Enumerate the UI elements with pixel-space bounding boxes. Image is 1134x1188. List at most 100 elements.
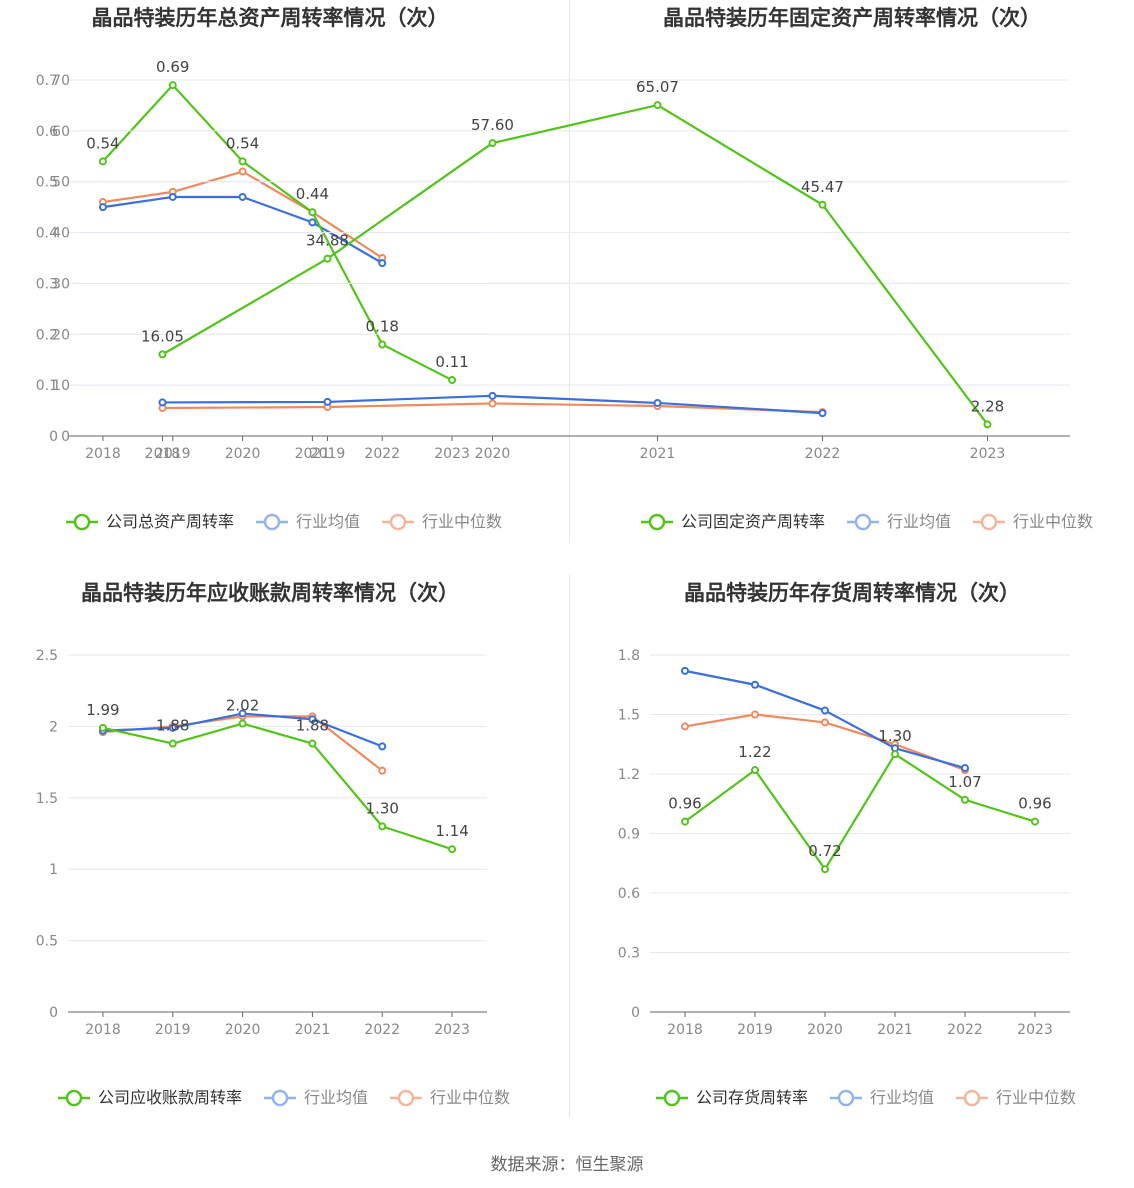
y-tick-label: 1.8 [618, 648, 640, 664]
data-point-industry-avg[interactable] [168, 723, 177, 732]
data-point-industry-avg[interactable] [238, 192, 247, 201]
data-point-industry-avg[interactable] [961, 764, 969, 773]
x-tick-label: 2022 [364, 1022, 400, 1038]
data-label: 0.69 [156, 58, 189, 76]
legend-item-industry-avg[interactable]: 行业均值 [847, 512, 951, 531]
legend-marker-icon [980, 513, 998, 531]
x-tick-label: 2022 [947, 1022, 983, 1038]
data-label: 1.30 [366, 799, 399, 817]
y-tick-label: 0.3 [618, 946, 640, 962]
data-point-company[interactable] [98, 157, 107, 166]
legend-label: 行业中位数 [430, 1088, 510, 1107]
data-point-company[interactable] [168, 739, 177, 748]
legend-item-industry-median[interactable]: 行业中位数 [956, 1088, 1076, 1107]
x-tick-label: 2023 [1017, 1022, 1053, 1038]
data-point-company[interactable] [308, 208, 317, 217]
y-tick-label: 0.6 [618, 886, 640, 902]
x-tick-label: 2020 [225, 1022, 261, 1038]
legend-marker-icon [648, 513, 666, 531]
data-point-industry-avg[interactable] [488, 391, 497, 400]
x-tick-label: 2020 [225, 446, 261, 462]
data-point-industry-avg[interactable] [378, 742, 387, 751]
x-tick-label: 2022 [364, 446, 400, 462]
data-point-company[interactable] [751, 766, 759, 775]
data-point-industry-avg[interactable] [308, 218, 317, 227]
legend-item-company[interactable]: 公司总资产周转率 [66, 512, 234, 531]
legend-item-company[interactable]: 公司存货周转率 [656, 1088, 808, 1107]
data-point-industry-median[interactable] [681, 722, 689, 731]
legend-item-company[interactable]: 公司固定资产周转率 [641, 512, 825, 531]
data-point-industry-avg[interactable] [158, 398, 167, 407]
x-tick-label: 2018 [145, 446, 181, 462]
legend-marker-icon [271, 1089, 289, 1107]
legend-item-industry-median[interactable]: 行业中位数 [973, 512, 1093, 531]
data-point-industry-median[interactable] [751, 710, 759, 719]
data-point-company[interactable] [488, 139, 497, 148]
y-tick-label: 1.5 [36, 791, 58, 807]
data-point-industry-median[interactable] [821, 718, 829, 727]
data-point-industry-avg[interactable] [308, 715, 317, 724]
data-point-industry-avg[interactable] [821, 706, 829, 715]
x-tick-label: 2021 [295, 1022, 331, 1038]
y-tick-label: 70 [52, 73, 70, 89]
data-point-company[interactable] [681, 817, 689, 826]
data-point-industry-avg[interactable] [681, 666, 689, 675]
y-tick-label: 0 [61, 429, 70, 445]
data-point-company[interactable] [983, 420, 992, 429]
x-tick-label: 2019 [155, 1022, 191, 1038]
data-point-industry-avg[interactable] [818, 409, 827, 418]
data-point-industry-median[interactable] [378, 766, 387, 775]
data-point-company[interactable] [168, 81, 177, 90]
y-tick-label: 40 [52, 226, 70, 242]
data-point-company[interactable] [891, 750, 899, 759]
legend-marker-icon [854, 513, 872, 531]
legend-label: 公司固定资产周转率 [681, 512, 825, 531]
data-point-company[interactable] [238, 157, 247, 166]
y-tick-label: 10 [52, 378, 70, 394]
data-point-industry-avg[interactable] [168, 192, 177, 201]
data-point-company[interactable] [448, 376, 457, 385]
data-point-industry-avg[interactable] [751, 680, 759, 689]
legend-marker-icon [837, 1089, 855, 1107]
data-point-industry-median[interactable] [238, 167, 247, 176]
data-point-company[interactable] [821, 865, 829, 874]
legend-label: 公司总资产周转率 [106, 512, 234, 531]
legend-item-industry-median[interactable]: 行业中位数 [390, 1088, 510, 1107]
data-point-industry-avg[interactable] [238, 709, 247, 718]
data-point-company[interactable] [238, 719, 247, 728]
data-point-company[interactable] [818, 200, 827, 209]
legend-item-industry-avg[interactable]: 行业均值 [256, 512, 360, 531]
data-point-company[interactable] [961, 795, 969, 804]
y-tick-label: 60 [52, 124, 70, 140]
legend-marker-icon [663, 1089, 681, 1107]
y-tick-label: 20 [52, 327, 70, 343]
legend-item-industry-median[interactable]: 行业中位数 [382, 512, 502, 531]
legend-item-industry-avg[interactable]: 行业均值 [830, 1088, 934, 1107]
data-label: 2.28 [971, 397, 1004, 415]
data-point-company[interactable] [653, 101, 662, 110]
data-point-industry-avg[interactable] [378, 259, 387, 268]
y-tick-label: 50 [52, 175, 70, 191]
data-point-company[interactable] [378, 340, 387, 349]
data-point-company[interactable] [323, 254, 332, 263]
x-tick-label: 2018 [667, 1022, 703, 1038]
data-point-company[interactable] [308, 739, 317, 748]
data-point-industry-avg[interactable] [323, 397, 332, 406]
series-line-company [161, 103, 989, 426]
data-point-industry-median[interactable] [488, 399, 497, 408]
y-tick-label: 1 [49, 862, 58, 878]
data-point-company[interactable] [378, 822, 387, 831]
data-point-company[interactable] [1031, 817, 1039, 826]
data-point-industry-avg[interactable] [653, 398, 662, 407]
x-tick-label: 2018 [85, 446, 121, 462]
data-label: 1.88 [156, 717, 189, 735]
data-point-company[interactable] [98, 723, 107, 732]
legend-item-industry-avg[interactable]: 行业均值 [264, 1088, 368, 1107]
data-point-industry-avg[interactable] [98, 203, 107, 212]
data-point-company[interactable] [158, 350, 167, 359]
legend-item-company[interactable]: 公司应收账款周转率 [58, 1088, 242, 1107]
y-tick-label: 0.4 [36, 226, 58, 242]
data-point-company[interactable] [448, 845, 457, 854]
